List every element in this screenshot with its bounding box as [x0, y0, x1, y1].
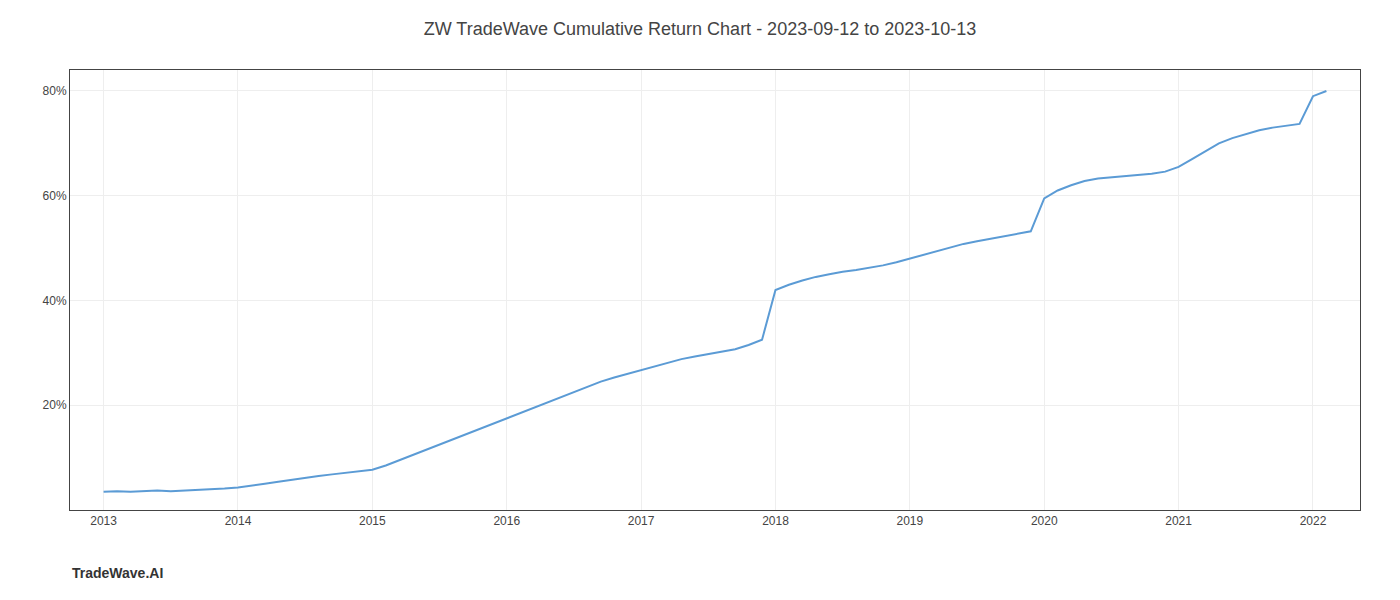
svg-text:2016: 2016	[493, 514, 520, 528]
svg-text:40%: 40%	[43, 294, 67, 308]
svg-text:20%: 20%	[43, 398, 67, 412]
svg-text:ZW TradeWave Cumulative Return: ZW TradeWave Cumulative Return Chart - 2…	[424, 19, 977, 39]
svg-text:2019: 2019	[896, 514, 923, 528]
svg-text:2013: 2013	[90, 514, 117, 528]
svg-text:2021: 2021	[1165, 514, 1192, 528]
svg-text:2020: 2020	[1031, 514, 1058, 528]
svg-text:2014: 2014	[225, 514, 252, 528]
svg-text:2018: 2018	[762, 514, 789, 528]
svg-text:60%: 60%	[43, 189, 67, 203]
svg-text:TradeWave.AI: TradeWave.AI	[72, 565, 163, 581]
svg-text:80%: 80%	[43, 84, 67, 98]
svg-text:2015: 2015	[359, 514, 386, 528]
svg-text:2022: 2022	[1300, 514, 1327, 528]
svg-text:2017: 2017	[628, 514, 655, 528]
